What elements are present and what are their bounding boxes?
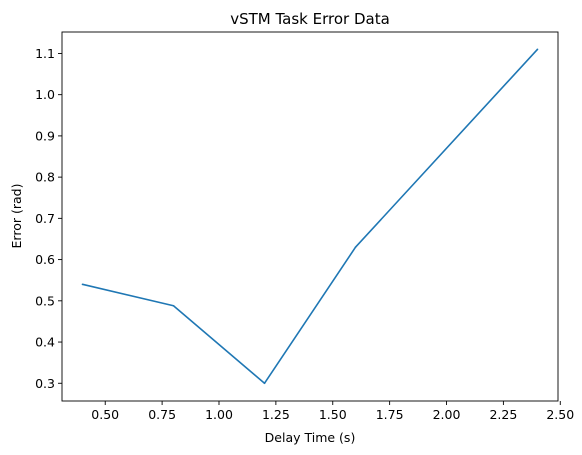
x-tick-label: 2.00 [433, 407, 461, 422]
y-tick-label: 1.1 [35, 46, 55, 61]
x-tick-label: 1.00 [205, 407, 233, 422]
x-axis-label: Delay Time (s) [265, 430, 356, 445]
data-point [172, 304, 175, 307]
data-point [263, 382, 266, 385]
plot-frame [61, 31, 559, 402]
y-tick-label: 0.8 [35, 170, 55, 185]
data-point [354, 246, 357, 249]
y-tick-label: 0.7 [35, 211, 55, 226]
x-tick-label: 1.75 [376, 407, 404, 422]
data-point [81, 283, 84, 286]
x-tick-label: 2.25 [489, 407, 517, 422]
y-axis-label: Error (rad) [9, 184, 24, 249]
y-tick-label: 0.3 [35, 376, 55, 391]
y-tick-label: 0.6 [35, 252, 55, 267]
y-tick-label: 1.0 [35, 87, 55, 102]
x-tick-label: 1.50 [319, 407, 347, 422]
x-tick-label: 1.25 [262, 407, 290, 422]
x-tick-label: 0.75 [148, 407, 176, 422]
y-axis: 0.3 0.4 0.5 0.6 0.7 0.8 0.9 1.0 1.1 [35, 46, 62, 391]
data-point [536, 48, 539, 51]
chart-title: vSTM Task Error Data [230, 10, 390, 28]
y-tick-label: 0.9 [35, 128, 55, 143]
x-tick-label: 0.50 [91, 407, 119, 422]
x-tick-label: 2.50 [546, 407, 574, 422]
plot-area [81, 48, 539, 385]
y-tick-label: 0.5 [35, 293, 55, 308]
x-axis: 0.50 0.75 1.00 1.25 1.50 1.75 2.00 2.25 2.50 [91, 401, 574, 422]
y-tick-label: 0.4 [35, 335, 55, 350]
